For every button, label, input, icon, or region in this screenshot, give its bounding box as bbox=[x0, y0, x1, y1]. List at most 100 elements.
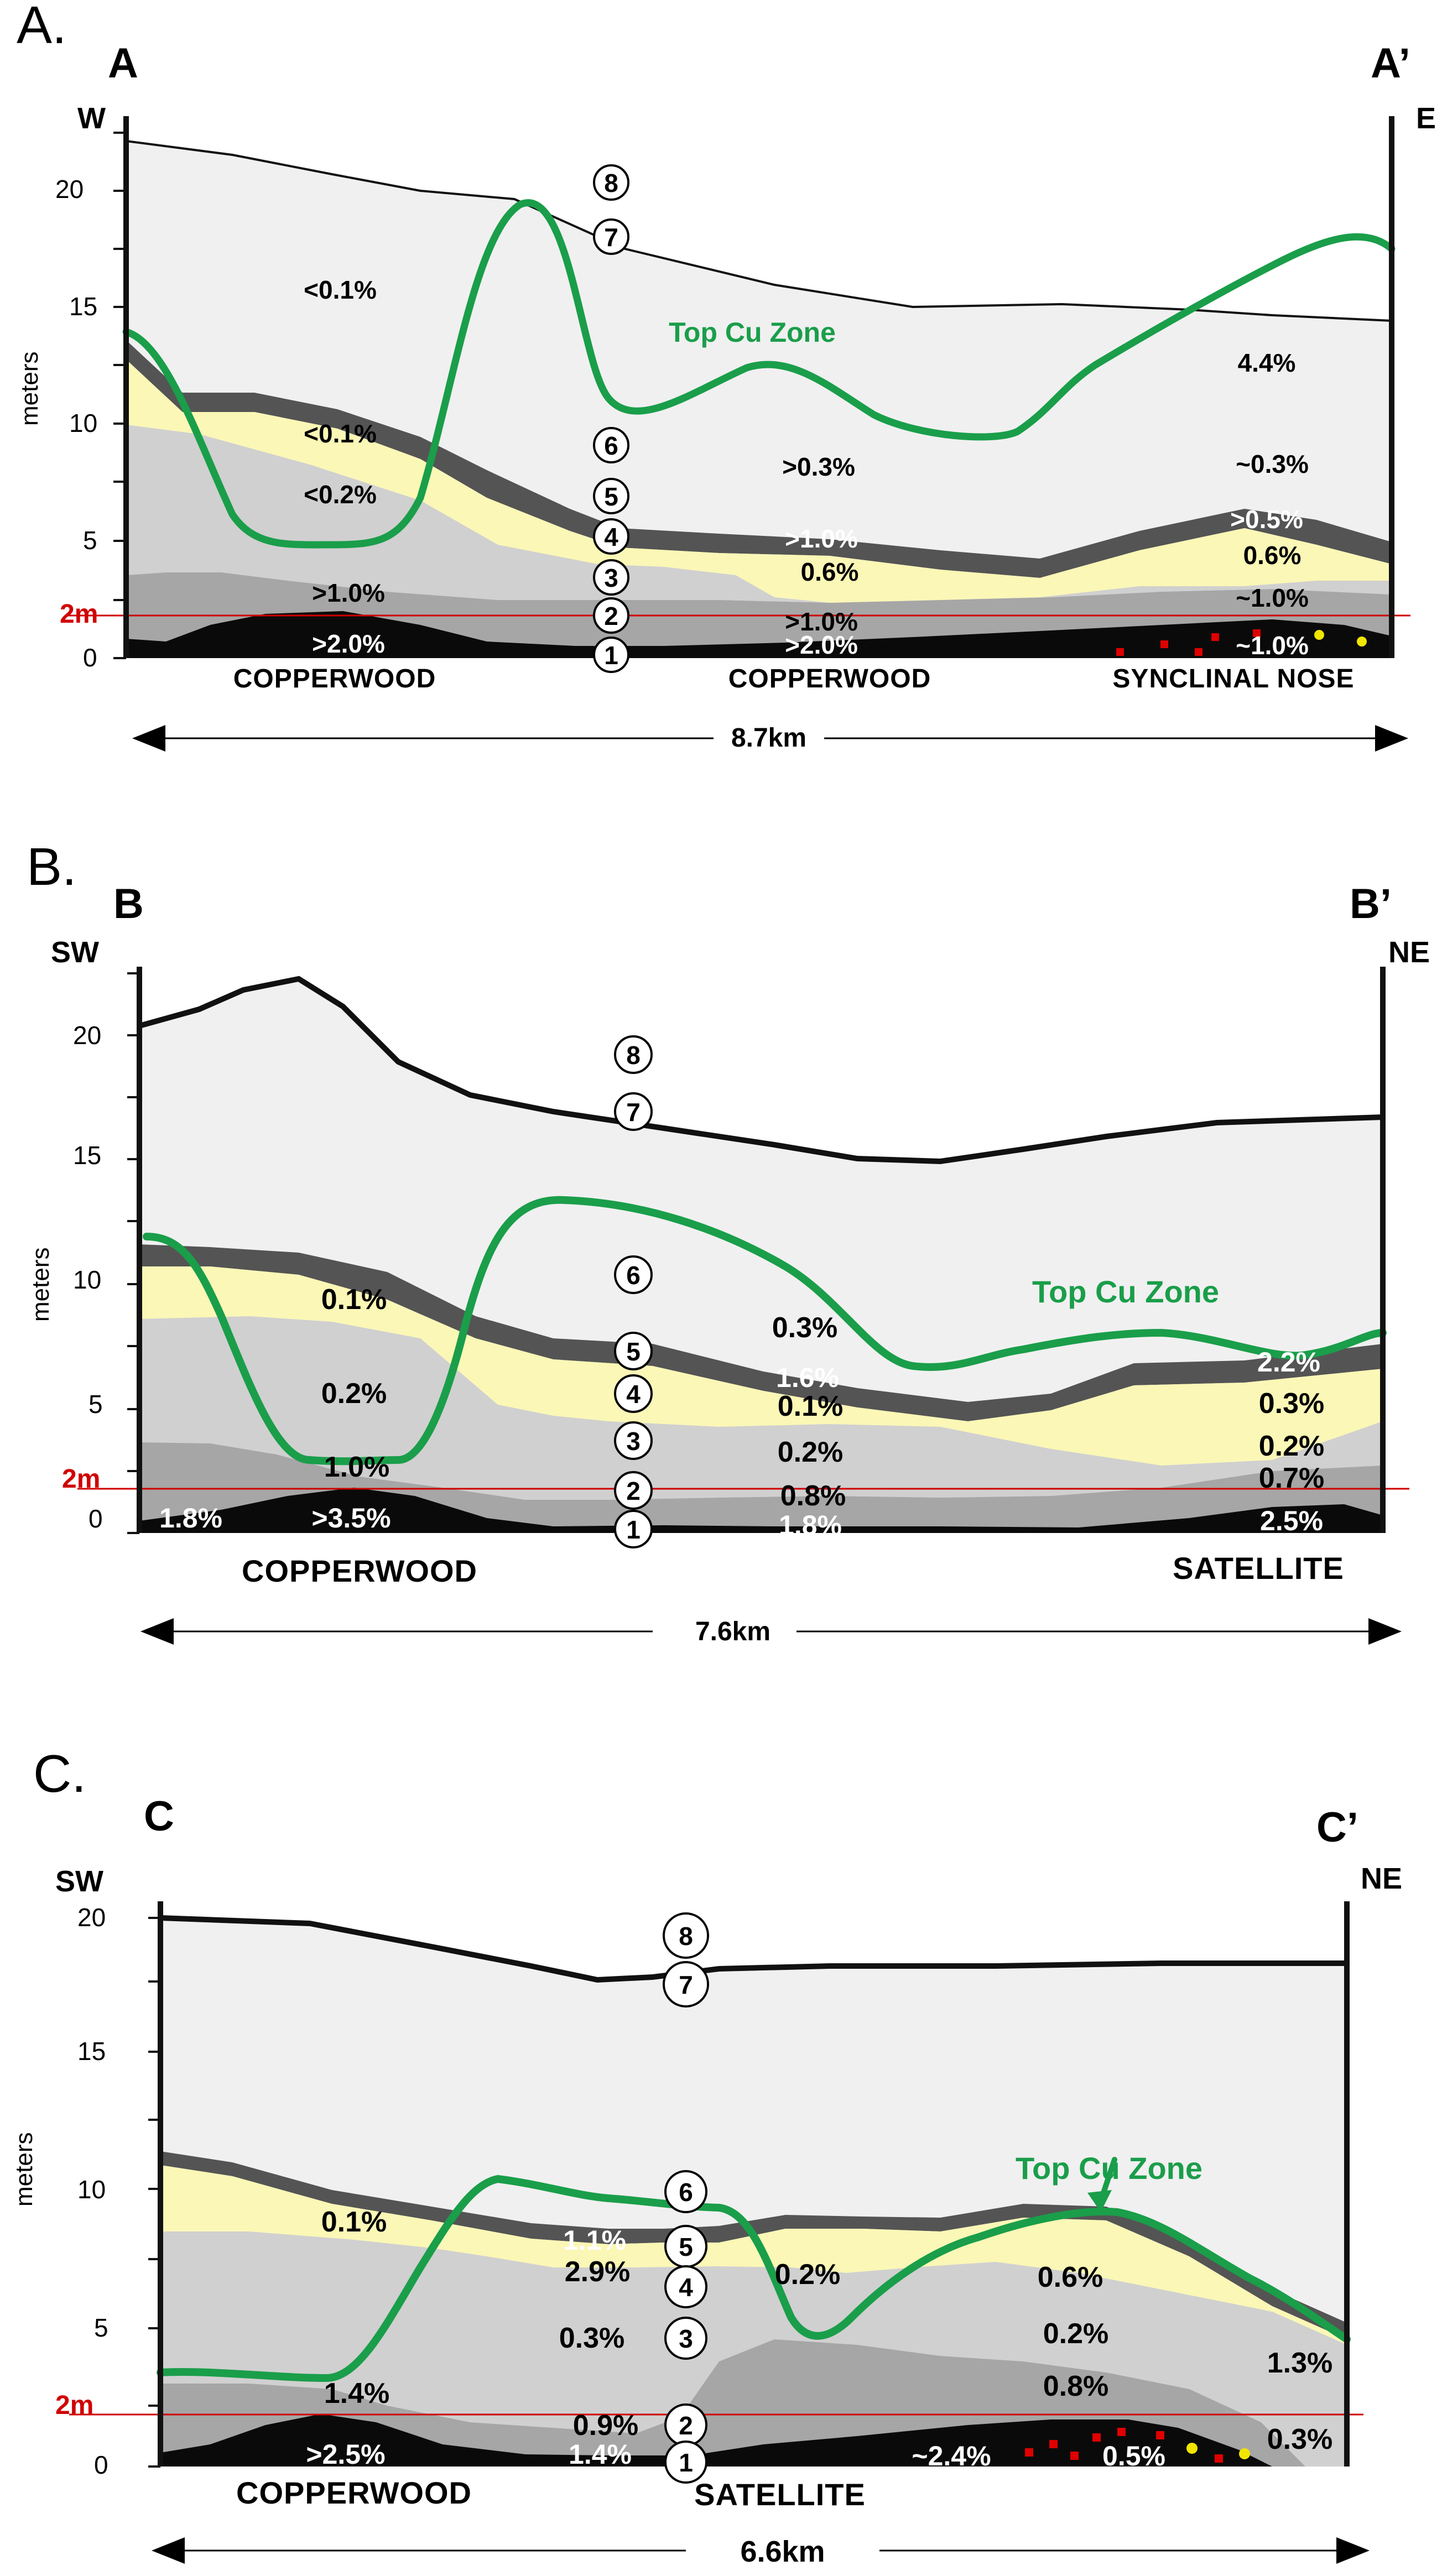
panel-b-start-dir: SW bbox=[51, 936, 99, 969]
grade-label: 1.1% bbox=[563, 2225, 626, 2256]
unit-marker-2: 2 bbox=[593, 597, 629, 634]
panel-a-end-label: A’ bbox=[1371, 40, 1410, 87]
grade-label: >2.0% bbox=[785, 630, 858, 659]
panel-c-end-label: C’ bbox=[1316, 1804, 1358, 1851]
panel-b-letter: B. bbox=[27, 837, 77, 896]
svg-text:4: 4 bbox=[626, 1380, 641, 1409]
grade-label: >2.5% bbox=[306, 2439, 385, 2470]
grade-label: 1.8% bbox=[159, 1503, 222, 1534]
y-tick-5: 5 bbox=[94, 2313, 108, 2342]
panel-a-start-label: A bbox=[108, 40, 138, 87]
unit-marker-2: 2 bbox=[614, 1471, 653, 1510]
unit-marker-4: 4 bbox=[614, 1374, 653, 1413]
panel-c-unit-markers: 8 7 6 5 4 3 2 1 bbox=[663, 1912, 709, 2484]
panel-b-unit-markers: 8 7 6 5 4 3 2 1 bbox=[614, 1035, 653, 1548]
grade-label: 0.2% bbox=[778, 1436, 844, 1468]
unit-marker-8: 8 bbox=[663, 1912, 709, 1959]
location-label: SATELLITE bbox=[694, 2477, 866, 2512]
panel-c-start-dir: SW bbox=[55, 1865, 103, 1898]
svg-text:4: 4 bbox=[604, 523, 618, 551]
svg-text:6: 6 bbox=[679, 2178, 693, 2207]
grade-label: 0.2% bbox=[1043, 2318, 1109, 2350]
grade-label: 0.3% bbox=[772, 1312, 838, 1344]
unit-marker-4: 4 bbox=[664, 2265, 707, 2308]
panel-c-axes: 0 5 10 15 20 meters 2m bbox=[11, 1901, 1350, 2479]
grade-label: 0.1% bbox=[321, 1284, 387, 1316]
grade-label: >3.5% bbox=[311, 1503, 391, 1534]
unit-3-fill bbox=[126, 425, 1392, 603]
unit-marker-8: 8 bbox=[614, 1035, 653, 1074]
svg-text:5: 5 bbox=[679, 2233, 693, 2261]
grade-label: 1.6% bbox=[776, 1362, 839, 1393]
unit-marker-1: 1 bbox=[614, 1510, 653, 1548]
grade-label: 0.8% bbox=[1043, 2370, 1109, 2402]
unit-marker-6: 6 bbox=[593, 427, 629, 463]
panel-a-strata bbox=[66, 140, 1410, 658]
panel-a-end-dir: E bbox=[1416, 102, 1436, 135]
grade-label: 0.3% bbox=[1259, 1388, 1325, 1420]
panel-a-grades: <0.1% <0.1% <0.2% >1.0% >2.0% >0.3% >1.0… bbox=[304, 275, 1309, 660]
unit-marker-2: 2 bbox=[664, 2403, 707, 2447]
svg-text:3: 3 bbox=[679, 2324, 693, 2353]
panel-b: B. B B’ SW NE bbox=[27, 837, 1430, 1646]
surface-line bbox=[126, 140, 1392, 322]
grade-label: >1.0% bbox=[785, 607, 858, 636]
unit-marker-3: 3 bbox=[664, 2317, 707, 2360]
svg-text:4: 4 bbox=[679, 2273, 693, 2302]
unit-3-fill bbox=[139, 1316, 1383, 1500]
panel-b-start-label: B bbox=[113, 880, 144, 927]
unit-marker-5: 5 bbox=[614, 1332, 653, 1370]
unit-marker-3: 3 bbox=[593, 559, 629, 596]
mineral-dots bbox=[1025, 2428, 1250, 2463]
svg-text:1: 1 bbox=[626, 1515, 641, 1544]
grade-label: <0.2% bbox=[304, 480, 377, 509]
svg-text:7: 7 bbox=[679, 1970, 693, 1999]
panel-b-grades: 0.1% 0.2% 1.0% 1.8% >3.5% 0.3% 1.6% 0.1%… bbox=[159, 1284, 1324, 1541]
panel-a-axes: 0 5 10 15 20 meters 2m bbox=[16, 116, 1394, 672]
location-label: SYNCLINAL NOSE bbox=[1112, 664, 1354, 693]
unit-marker-3: 3 bbox=[614, 1421, 653, 1460]
svg-text:6: 6 bbox=[604, 431, 618, 460]
y-tick-10: 10 bbox=[77, 2175, 106, 2204]
grade-label: 1.4% bbox=[324, 2377, 390, 2410]
y-axis-label: meters bbox=[16, 352, 43, 426]
grade-label: 2.5% bbox=[1260, 1505, 1323, 1536]
grade-label: >1.0% bbox=[312, 578, 385, 607]
unit-1-fill bbox=[126, 611, 1392, 658]
y-tick-15: 15 bbox=[69, 292, 97, 321]
grade-label: 1.0% bbox=[324, 1451, 390, 1483]
grade-label: 1.8% bbox=[779, 1510, 842, 1541]
unit-marker-4: 4 bbox=[593, 518, 629, 555]
distance-label: 8.7km bbox=[731, 723, 806, 753]
unit-marker-6: 6 bbox=[664, 2170, 707, 2213]
unit-marker-5: 5 bbox=[593, 478, 629, 514]
svg-text:2: 2 bbox=[604, 602, 618, 630]
y-tick-0: 0 bbox=[94, 2450, 108, 2479]
y-tick-10: 10 bbox=[73, 1265, 101, 1294]
grade-label: 1.4% bbox=[569, 2439, 632, 2470]
location-label: COPPERWOOD bbox=[236, 2475, 472, 2510]
panel-b-distance-arrow: 7.6km bbox=[140, 1617, 1402, 1646]
unit-1-fill bbox=[160, 2414, 1272, 2467]
svg-text:8: 8 bbox=[604, 169, 618, 197]
top-cu-zone-label: Top Cu Zone bbox=[1032, 1274, 1219, 1309]
panel-a-letter: A. bbox=[17, 0, 67, 55]
surface-line bbox=[160, 1915, 1347, 1983]
y-tick-15: 15 bbox=[77, 2037, 106, 2066]
y-tick-15: 15 bbox=[73, 1141, 101, 1170]
top-cu-zone-label: Top Cu Zone bbox=[669, 317, 836, 348]
svg-text:2: 2 bbox=[679, 2411, 693, 2440]
panel-c-distance-arrow: 6.6km bbox=[152, 2535, 1370, 2568]
svg-text:7: 7 bbox=[626, 1098, 641, 1127]
grade-label: <0.1% bbox=[304, 419, 377, 448]
grade-label: 4.4% bbox=[1238, 348, 1296, 377]
panel-c-end-dir: NE bbox=[1361, 1862, 1402, 1895]
top-cu-zone-line bbox=[157, 2175, 1351, 2382]
surface-line bbox=[138, 976, 1383, 1165]
svg-text:3: 3 bbox=[604, 564, 618, 592]
svg-text:1: 1 bbox=[604, 641, 618, 670]
unit-6-band bbox=[139, 1244, 1383, 1421]
y-tick-0: 0 bbox=[89, 1504, 103, 1533]
y-tick-5: 5 bbox=[83, 526, 97, 555]
grade-label: 0.2% bbox=[1259, 1430, 1325, 1462]
